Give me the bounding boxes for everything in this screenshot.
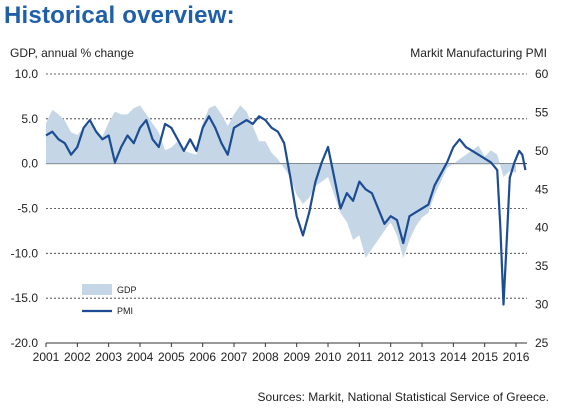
right-tick-label: 50 [535, 144, 549, 158]
x-tick-label: 2015 [471, 350, 498, 364]
left-tick-label: -20.0 [11, 336, 39, 350]
right-axis-title: Markit Manufacturing PMI [410, 46, 547, 60]
right-tick-label: 55 [535, 105, 549, 119]
left-tick-label: 10.0 [15, 67, 39, 81]
x-tick-label: 2009 [283, 350, 310, 364]
x-tick-label: 2011 [346, 350, 372, 364]
right-tick-label: 35 [535, 259, 549, 273]
x-tick-label: 2013 [409, 350, 436, 364]
x-tick-label: 2012 [377, 350, 404, 364]
right-tick-label: 40 [535, 221, 549, 235]
gdp-area-layer [46, 105, 517, 258]
x-tick-label: 2001 [33, 350, 60, 364]
left-tick-label: -5.0 [17, 202, 38, 216]
left-tick-label: 5.0 [21, 112, 38, 126]
legend-label-pmi: PMI [117, 306, 133, 316]
left-tick-label: 0.0 [21, 157, 38, 171]
pmi-line-layer [45, 115, 527, 306]
x-tick-label: 2005 [158, 350, 185, 364]
x-tick-label: 2002 [64, 350, 91, 364]
x-tick-label: 2003 [95, 350, 122, 364]
left-axis-title: GDP, annual % change [10, 46, 134, 60]
x-tick-label: 2007 [221, 350, 248, 364]
gdp-area [46, 105, 517, 258]
right-tick-label: 25 [535, 336, 549, 350]
right-tick-label: 60 [535, 67, 549, 81]
right-tick-label: 45 [535, 182, 549, 196]
source-note: Sources: Markit, National Statistical Se… [257, 390, 549, 404]
x-tick-label: 2010 [315, 350, 342, 364]
legend: GDP PMI [82, 284, 137, 316]
left-tick-label: -15.0 [11, 291, 39, 305]
x-tick-label: 2004 [127, 350, 154, 364]
left-tick-label: -10.0 [11, 246, 39, 260]
page-title: Historical overview: [4, 2, 235, 29]
x-tick-label: 2006 [189, 350, 216, 364]
legend-swatch-gdp [82, 284, 112, 295]
pmi-line [45, 115, 527, 306]
right-tick-label: 30 [535, 298, 549, 312]
x-tick-label: 2008 [252, 350, 279, 364]
legend-label-gdp: GDP [117, 285, 137, 295]
axis-layer: 10.0 5.0 0.0 -5.0 -10.0 -15.0 -20.0 60 55 50 45 40 3… [11, 67, 549, 364]
x-tick-label: 2014 [440, 350, 467, 364]
x-tick-label: 2016 [503, 350, 530, 364]
